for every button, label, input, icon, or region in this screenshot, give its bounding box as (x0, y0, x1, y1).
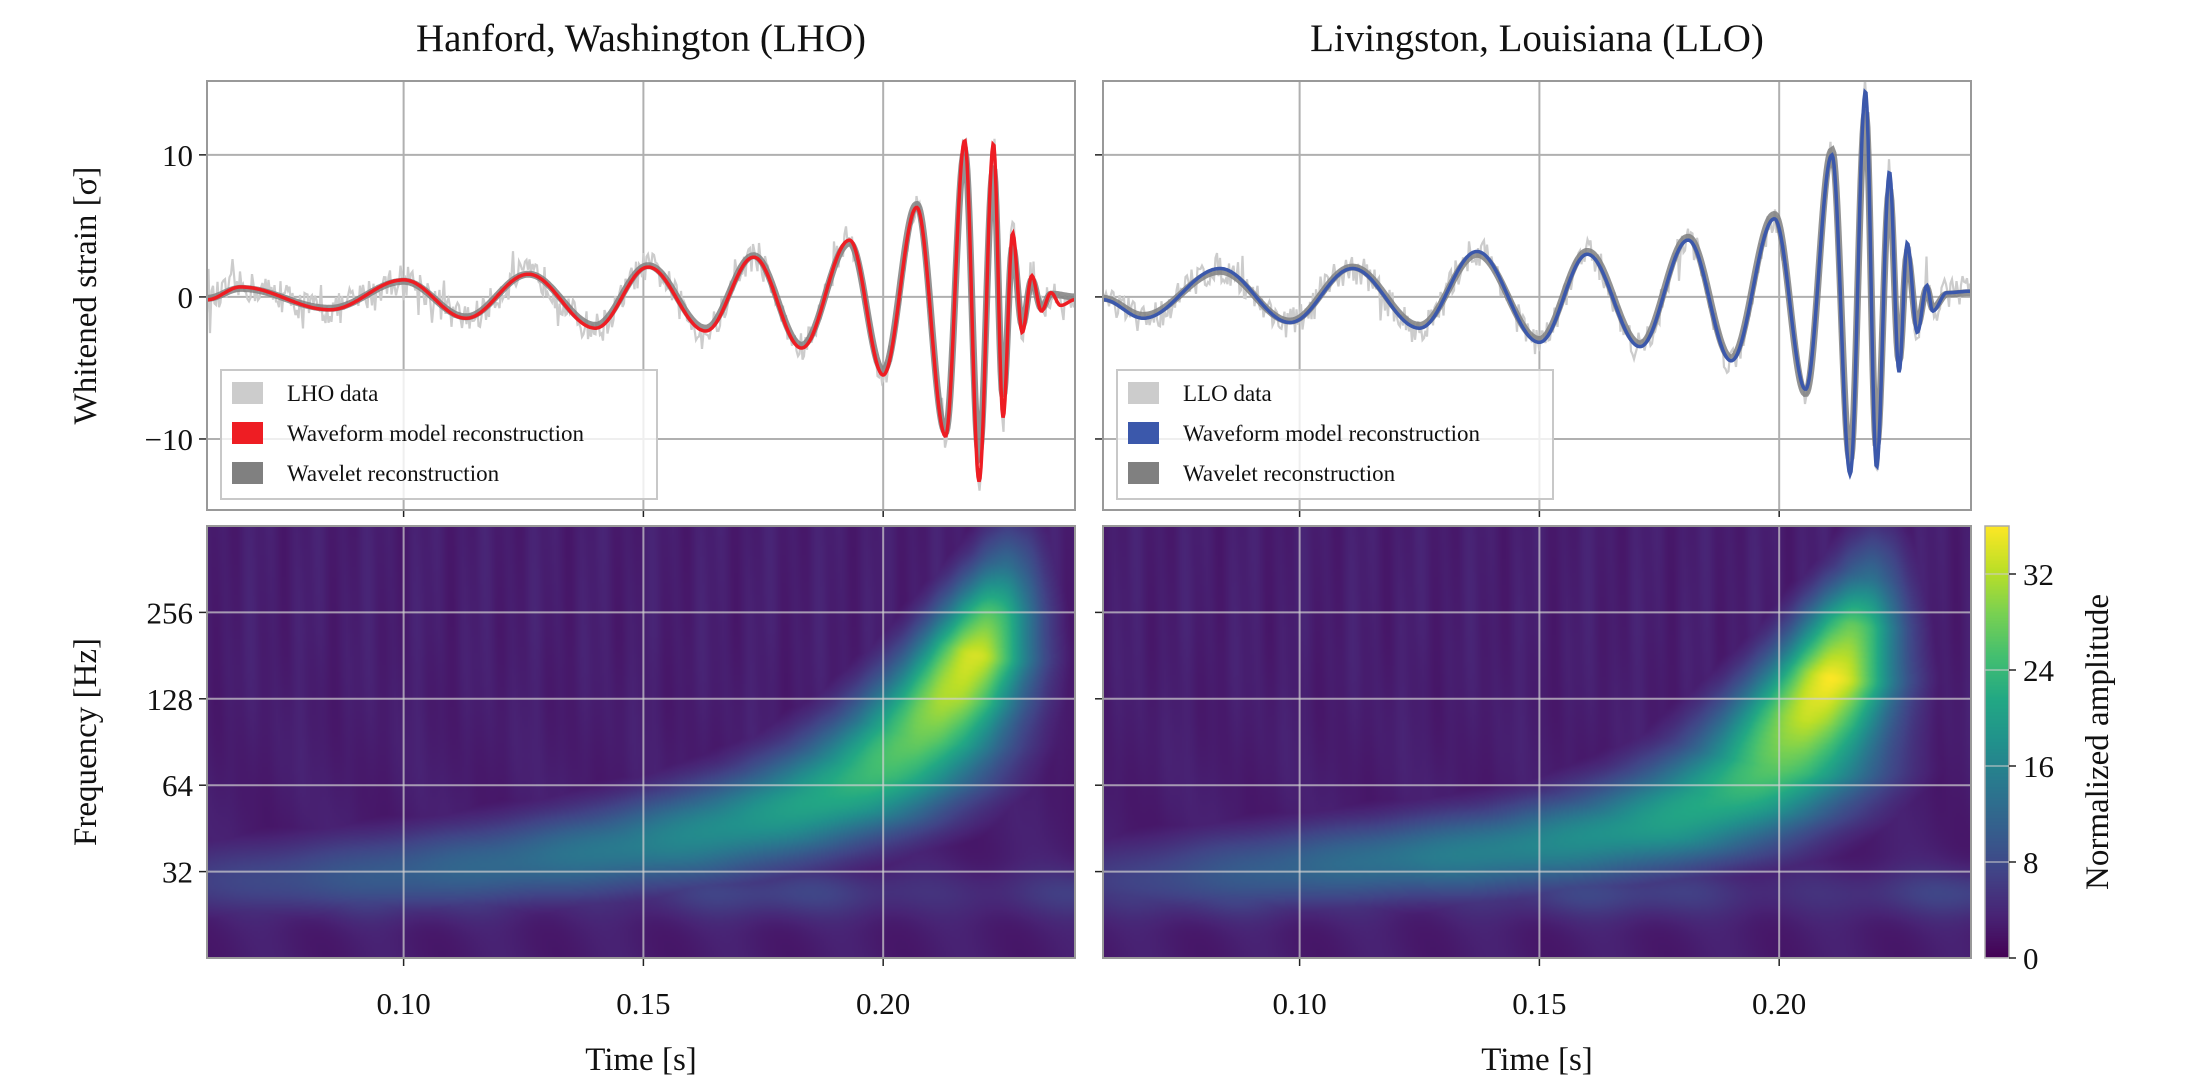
ytick-label: 64 (162, 768, 194, 803)
legend-box (220, 369, 658, 500)
ytick-label: 256 (147, 595, 194, 630)
xtick-label: 0.20 (856, 986, 910, 1021)
spectrogram-axes-lho: 0.10 0.15 0.20 32 64 128 256 Time [s] Frequency … (68, 525, 1076, 1078)
axes-frame (206, 80, 1076, 511)
spectrogram-axes-llo: 0.10 0.15 0.20 Time [s] (1095, 525, 1972, 1078)
xtick-label: 0.10 (1272, 986, 1326, 1021)
ytick-label: 128 (147, 682, 194, 717)
y-axis-label: Frequency [Hz] (68, 638, 104, 846)
legend: LLO data Waveform model reconstruction Wav… (1116, 369, 1554, 500)
legend-box (1116, 369, 1554, 500)
legend-label: Waveform model reconstruction (287, 421, 585, 446)
legend-label: Wavelet reconstruction (1183, 461, 1396, 486)
ytick-label: −10 (145, 422, 193, 457)
colorbar-tick-label: 32 (2023, 557, 2054, 592)
ytick-label: 0 (178, 280, 194, 315)
colorbar-gradient (1985, 526, 2009, 958)
colorbar-tick-label: 8 (2023, 845, 2039, 880)
legend-label: LHO data (287, 381, 378, 406)
colorbar-frame (1984, 525, 2010, 959)
legend-label: LLO data (1183, 381, 1272, 406)
legend-swatch (232, 462, 263, 484)
legend: LHO data Waveform model reconstruction Wav… (220, 369, 658, 500)
series-model (207, 138, 1075, 483)
legend-label: Waveform model reconstruction (1183, 421, 1481, 446)
axes-frame (206, 525, 1076, 959)
strain-panel-llo: LLO data Waveform model reconstruction Wav… (1095, 17, 1972, 517)
xtick-label: 0.20 (1752, 986, 1806, 1021)
legend-swatch (1128, 462, 1159, 484)
colorbar-label: Normalized amplitude (2080, 594, 2116, 890)
x-axis-label: Time [s] (585, 1042, 697, 1078)
legend-swatch (1128, 382, 1159, 404)
spectrogram-lho (207, 526, 1075, 958)
legend-swatch (1128, 422, 1159, 444)
series-model (1103, 88, 1971, 480)
y-axis-label: Whitened strain [σ] (68, 167, 104, 425)
ytick-label: 32 (162, 855, 193, 890)
axes-frame (1102, 525, 1972, 959)
colorbar-tick-label: 24 (2023, 653, 2055, 688)
colorbar-tick-label: 16 (2023, 749, 2054, 784)
colorbar-tick-label: 0 (2023, 941, 2039, 976)
colorbar: 0 8 16 24 32 Normalized amplitude (1984, 525, 2116, 976)
axes-frame (1102, 80, 1972, 511)
legend-label: Wavelet reconstruction (287, 461, 500, 486)
spectrogram-llo (1103, 526, 1971, 958)
ytick-label: 10 (162, 138, 193, 173)
strain-panel-lho: −10 0 10 LHO data Waveform model reconstruct… (68, 17, 1076, 517)
legend-swatch (232, 382, 263, 404)
panel-title: Hanford, Washington (LHO) (416, 17, 866, 60)
panel-title: Livingston, Louisiana (LLO) (1310, 17, 1764, 60)
x-axis-label: Time [s] (1481, 1042, 1593, 1078)
xtick-label: 0.15 (1512, 986, 1566, 1021)
xtick-label: 0.15 (616, 986, 670, 1021)
xtick-label: 0.10 (376, 986, 430, 1021)
legend-swatch (232, 422, 263, 444)
